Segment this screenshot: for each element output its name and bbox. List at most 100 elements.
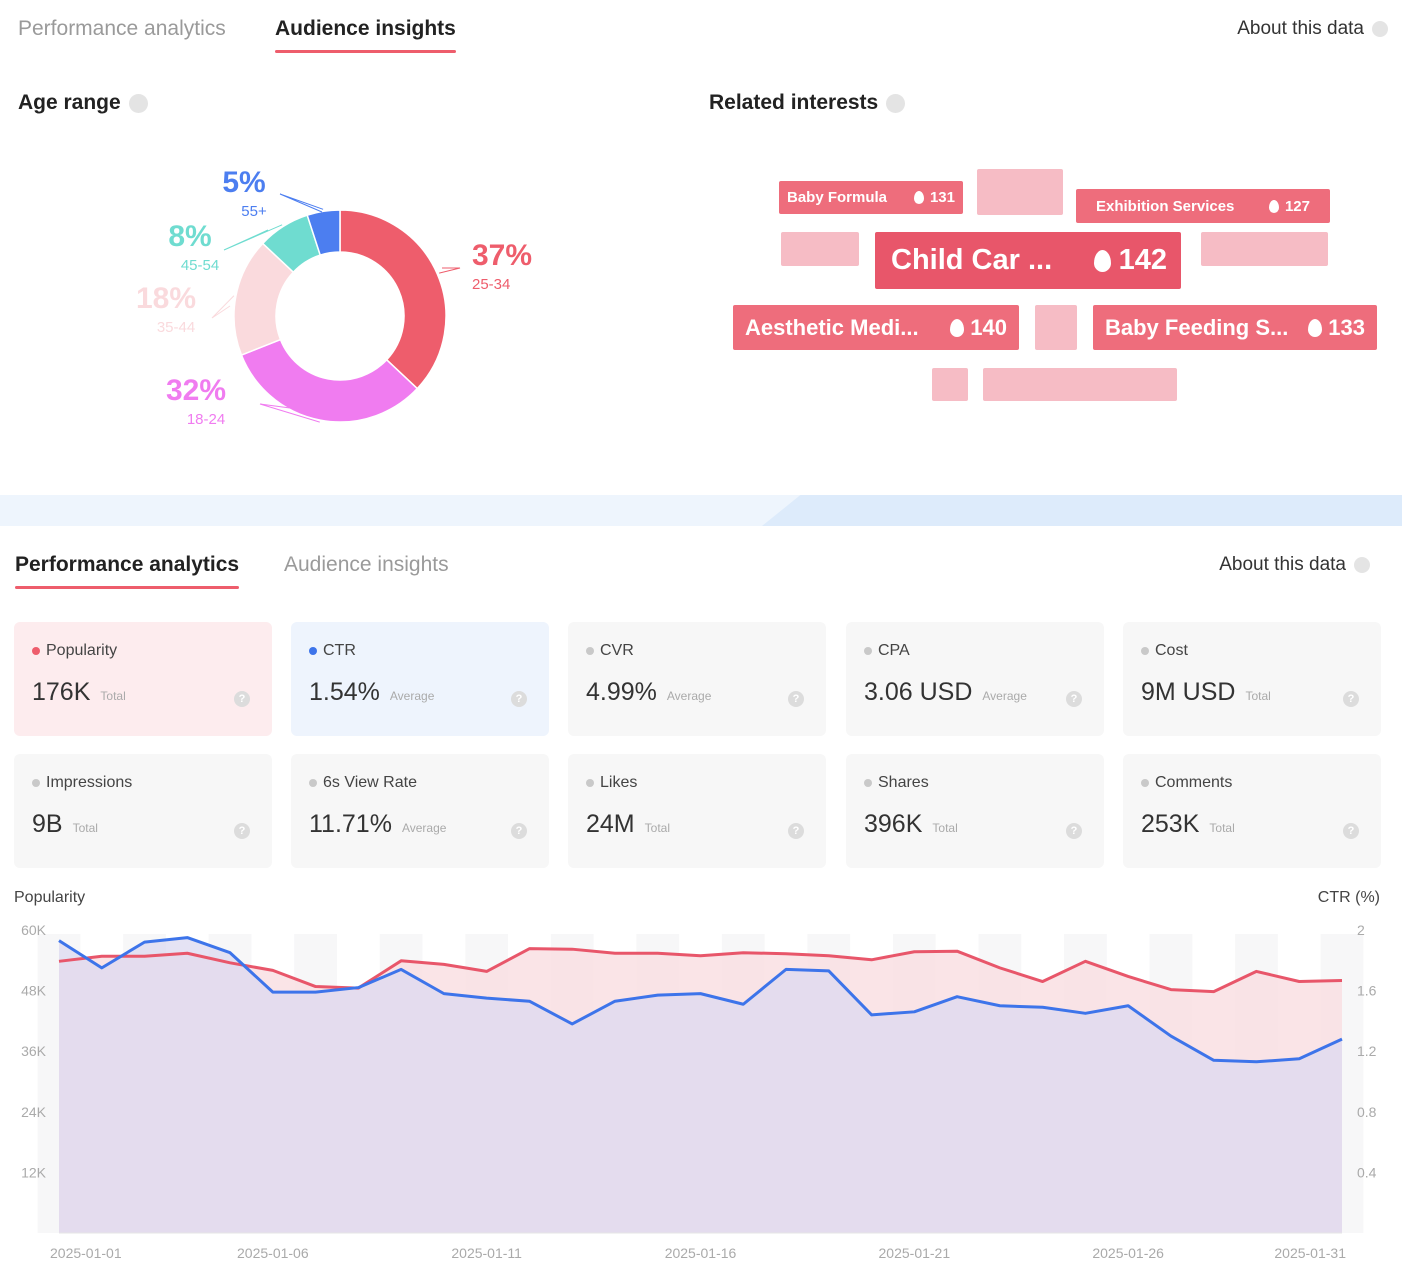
interest-chip-baby-formula[interactable]: Baby Formula 131: [779, 181, 963, 214]
metric-label: Popularity: [32, 642, 117, 660]
tab-performance-analytics[interactable]: Performance analytics: [18, 17, 226, 40]
metric-value: 11.71%: [309, 810, 392, 838]
donut-leader-line: [279, 193, 324, 213]
help-icon[interactable]: ?: [788, 823, 804, 839]
about-label: About this data: [1237, 18, 1364, 39]
about-this-data-link[interactable]: About this data: [1219, 554, 1370, 576]
donut-slice-25-34[interactable]: [339, 209, 447, 390]
tab-audience-insights[interactable]: Audience insights: [284, 553, 449, 576]
help-icon[interactable]: ?: [1066, 823, 1082, 839]
popularity-line[interactable]: [58, 947, 1343, 994]
interest-score: 142: [1118, 244, 1167, 276]
related-interests-title: Related interests: [709, 91, 906, 115]
metric-unit: Total: [100, 689, 126, 703]
metric-name: Impressions: [46, 774, 133, 791]
metric-label: CPA: [864, 642, 910, 660]
metric-card[interactable]: CTR 1.54% Average?: [291, 622, 549, 736]
interest-score: 127: [1284, 197, 1310, 215]
metric-name: CVR: [600, 642, 634, 659]
help-icon[interactable]: ?: [511, 691, 527, 707]
interest-name: Baby Formula: [787, 189, 888, 206]
help-icon[interactable]: ?: [234, 823, 250, 839]
age-range-label: Age range: [18, 91, 121, 114]
metric-card[interactable]: Likes 24M Total?: [568, 754, 826, 868]
left-axis-tick: 48K: [21, 983, 47, 999]
metric-value: 9M USD: [1141, 678, 1236, 706]
metric-label: CVR: [586, 642, 634, 660]
interest-placeholder: [932, 368, 968, 401]
metric-unit: Total: [1209, 821, 1235, 835]
metric-label: 6s View Rate: [309, 774, 417, 792]
left-axis-title: Popularity: [14, 889, 86, 906]
donut-range-label: 55+: [241, 203, 267, 220]
metric-value: 253K: [1141, 810, 1200, 838]
metric-value-row: 11.71% Average: [309, 810, 446, 839]
metric-dot-icon: [586, 647, 594, 655]
help-icon[interactable]: ?: [1343, 691, 1359, 707]
metric-card[interactable]: 6s View Rate 11.71% Average?: [291, 754, 549, 868]
x-axis-tick: 2025-01-26: [1092, 1245, 1164, 1261]
metric-unit: Average: [401, 821, 447, 835]
metric-value-row: 3.06 USD Average: [864, 678, 1027, 707]
help-icon[interactable]: ?: [788, 691, 804, 707]
metric-value: 3.06 USD: [864, 678, 973, 706]
left-axis-tick: 12K: [21, 1164, 47, 1180]
help-icon[interactable]: ?: [511, 823, 527, 839]
metric-dot-icon: [586, 779, 594, 787]
help-icon[interactable]: ?: [1343, 823, 1359, 839]
metric-dot-icon: [864, 647, 872, 655]
metric-card[interactable]: Impressions 9B Total?: [14, 754, 272, 868]
help-icon[interactable]: ?: [1066, 691, 1082, 707]
age-range-title: Age range: [18, 91, 148, 115]
section-divider: [0, 495, 1402, 526]
tab-audience-insights[interactable]: Audience insights: [275, 17, 456, 53]
donut-pct-label: 37%: [472, 239, 532, 272]
donut-slice-18-24[interactable]: [240, 338, 419, 423]
donut-pct-label: 8%: [168, 220, 211, 253]
metric-value-row: 9M USD Total: [1141, 678, 1271, 707]
left-axis-tick: 24K: [21, 1104, 47, 1120]
interest-score: 133: [1328, 314, 1365, 340]
metric-card[interactable]: Popularity 176K Total?: [14, 622, 272, 736]
metric-value-row: 176K Total: [32, 678, 126, 707]
metric-unit: Average: [666, 689, 712, 703]
metric-card[interactable]: Cost 9M USD Total?: [1123, 622, 1381, 736]
metric-unit: Average: [982, 689, 1027, 703]
help-icon[interactable]: [1372, 21, 1388, 37]
donut-slice-55+[interactable]: [306, 209, 341, 257]
metric-card[interactable]: Shares 396K Total?: [846, 754, 1104, 868]
about-this-data-link[interactable]: About this data: [1237, 18, 1388, 40]
help-icon[interactable]: [128, 93, 148, 113]
top-tab-bar: Performance analytics Audience insights …: [0, 0, 1402, 60]
help-icon[interactable]: [1354, 557, 1370, 573]
interest-name: Baby Feeding S...: [1105, 314, 1289, 340]
metric-value: 1.54%: [309, 678, 380, 706]
metric-name: CTR: [323, 642, 356, 659]
metric-name: 6s View Rate: [323, 774, 417, 791]
metric-name: Comments: [1155, 774, 1233, 791]
metric-name: Likes: [600, 774, 638, 791]
metric-unit: Total: [1245, 689, 1271, 703]
metric-card[interactable]: CPA 3.06 USD Average?: [846, 622, 1104, 736]
right-axis-title: CTR (%): [1317, 889, 1380, 906]
ctr-line[interactable]: [58, 936, 1343, 1064]
donut-pct-label: 18%: [136, 282, 196, 315]
x-axis-tick: 2025-01-06: [237, 1245, 309, 1261]
metric-card[interactable]: Comments 253K Total?: [1123, 754, 1381, 868]
tab-performance-analytics[interactable]: Performance analytics: [15, 553, 240, 589]
metric-label: Likes: [586, 774, 637, 792]
interest-chip-exhibition-services[interactable]: Exhibition Services 127: [1076, 189, 1330, 223]
about-label: About this data: [1219, 554, 1346, 575]
interest-chip-aesthetic-medicine[interactable]: Aesthetic Medi... 140: [733, 305, 1019, 350]
metric-value-row: 4.99% Average: [586, 678, 711, 707]
interest-chip-baby-feeding[interactable]: Baby Feeding S... 133: [1093, 305, 1377, 350]
flame-icon: [1308, 318, 1323, 337]
flame-icon: [1093, 249, 1111, 272]
help-icon[interactable]: ?: [234, 691, 250, 707]
help-icon[interactable]: [886, 93, 906, 113]
interest-chip-child-car[interactable]: Child Car ... 142: [875, 232, 1181, 289]
donut-range-label: 25-34: [472, 276, 510, 293]
metric-dot-icon: [1141, 779, 1149, 787]
metric-card[interactable]: CVR 4.99% Average?: [568, 622, 826, 736]
metric-value: 396K: [864, 810, 923, 838]
